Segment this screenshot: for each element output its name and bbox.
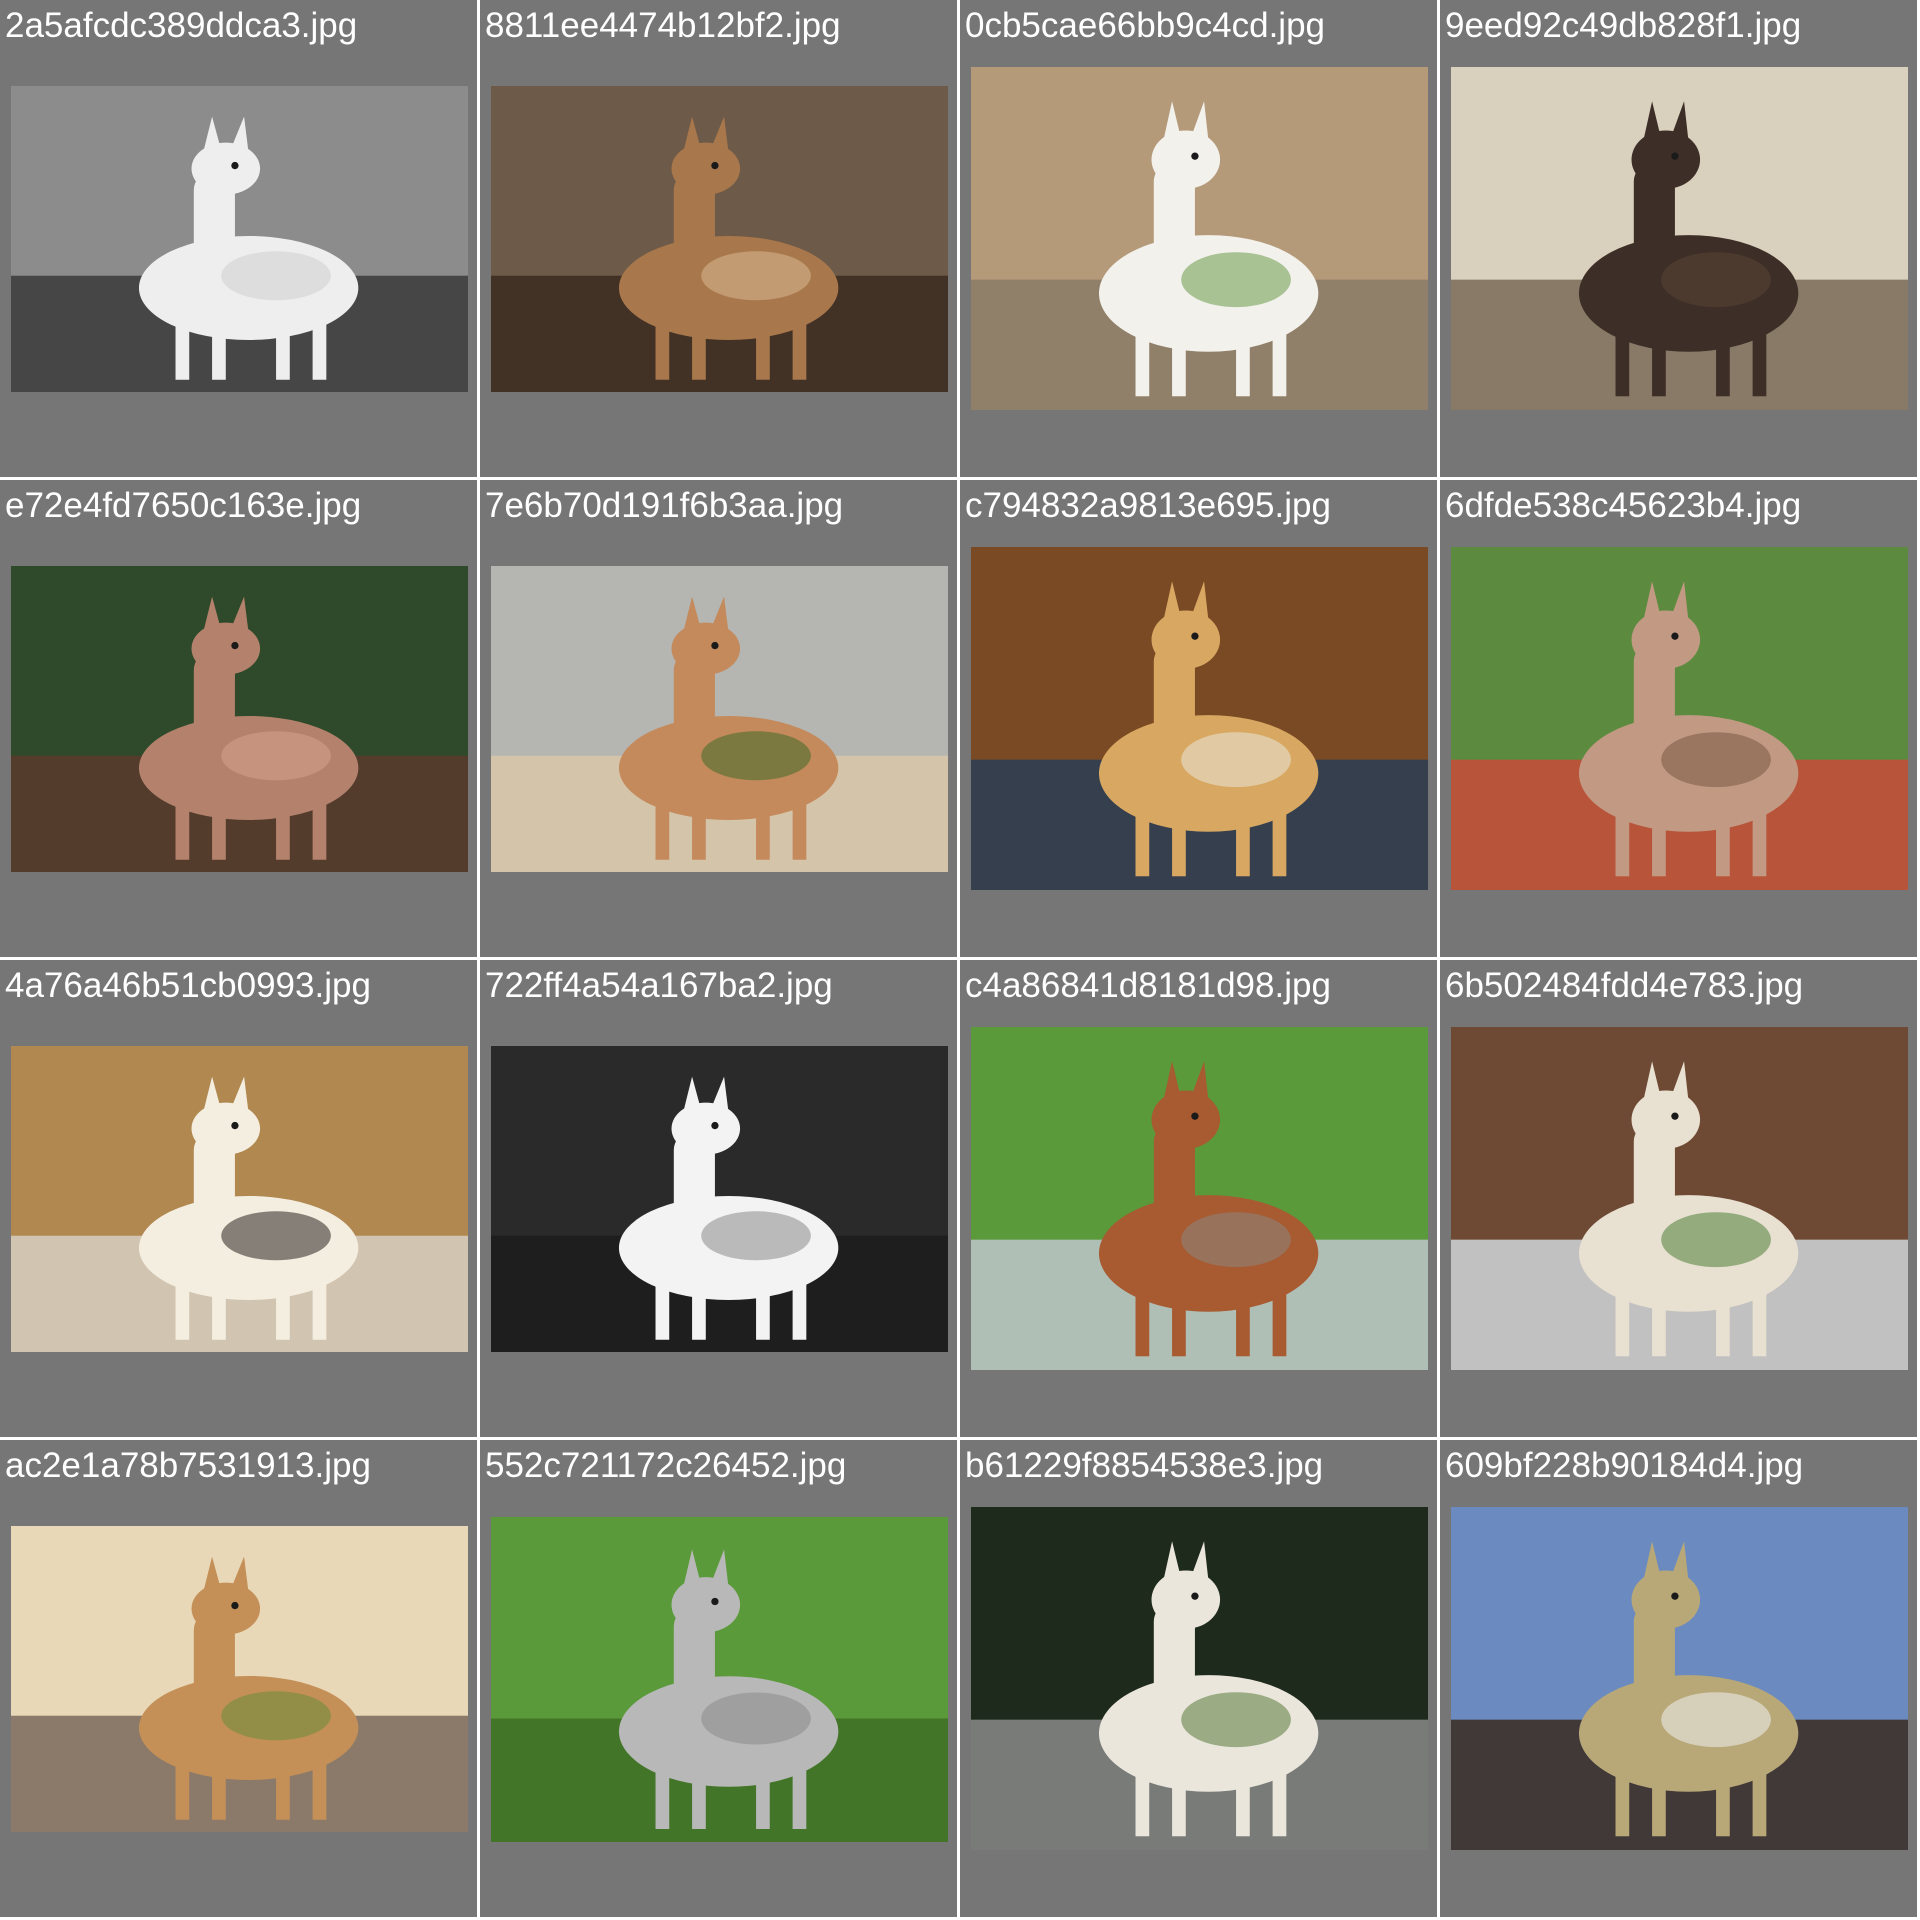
thumbnail-image[interactable] <box>11 1046 468 1352</box>
thumbnail-cell[interactable]: c4a86841d8181d98.jpg <box>960 960 1437 1437</box>
thumbnail-image[interactable] <box>491 86 948 392</box>
filename-label: e72e4fd7650c163e.jpg <box>5 486 362 525</box>
thumbnail-cell[interactable]: 6b502484fdd4e783.jpg <box>1440 960 1917 1437</box>
thumbnail-cell[interactable]: 7e6b70d191f6b3aa.jpg <box>480 480 957 957</box>
filename-label: 609bf228b90184d4.jpg <box>1445 1446 1804 1485</box>
thumbnail-image[interactable] <box>971 67 1428 410</box>
filename-label: b61229f8854538e3.jpg <box>965 1446 1324 1485</box>
thumbnail-cell[interactable]: 609bf228b90184d4.jpg <box>1440 1440 1917 1917</box>
filename-label: 2a5afcdc389ddca3.jpg <box>5 6 358 45</box>
thumbnail-cell[interactable]: 4a76a46b51cb0993.jpg <box>0 960 477 1437</box>
thumbnail-image[interactable] <box>11 86 468 392</box>
filename-label: ac2e1a78b7531913.jpg <box>5 1446 371 1485</box>
thumbnail-cell[interactable]: 2a5afcdc389ddca3.jpg <box>0 0 477 477</box>
thumbnail-image[interactable] <box>11 566 468 872</box>
thumbnail-image[interactable] <box>491 1517 948 1842</box>
thumbnail-image[interactable] <box>1451 547 1908 890</box>
thumbnail-cell[interactable]: 722ff4a54a167ba2.jpg <box>480 960 957 1437</box>
filename-label: 6b502484fdd4e783.jpg <box>1445 966 1804 1005</box>
thumbnail-cell[interactable]: b61229f8854538e3.jpg <box>960 1440 1437 1917</box>
thumbnail-image[interactable] <box>971 1507 1428 1850</box>
filename-label: 7e6b70d191f6b3aa.jpg <box>485 486 844 525</box>
thumbnail-cell[interactable]: 8811ee4474b12bf2.jpg <box>480 0 957 477</box>
thumbnail-cell[interactable]: 552c721172c26452.jpg <box>480 1440 957 1917</box>
thumbnail-cell[interactable]: 6dfde538c45623b4.jpg <box>1440 480 1917 957</box>
filename-label: c794832a9813e695.jpg <box>965 486 1331 525</box>
thumbnail-cell[interactable]: c794832a9813e695.jpg <box>960 480 1437 957</box>
filename-label: 9eed92c49db828f1.jpg <box>1445 6 1802 45</box>
thumbnail-image[interactable] <box>491 1046 948 1352</box>
thumbnail-image[interactable] <box>491 566 948 872</box>
thumbnail-cell[interactable]: e72e4fd7650c163e.jpg <box>0 480 477 957</box>
thumbnail-image[interactable] <box>11 1526 468 1832</box>
thumbnail-cell[interactable]: ac2e1a78b7531913.jpg <box>0 1440 477 1917</box>
thumbnail-image[interactable] <box>971 547 1428 890</box>
thumbnail-image[interactable] <box>971 1027 1428 1370</box>
thumbnail-image[interactable] <box>1451 1027 1908 1370</box>
filename-label: 0cb5cae66bb9c4cd.jpg <box>965 6 1326 45</box>
thumbnail-cell[interactable]: 0cb5cae66bb9c4cd.jpg <box>960 0 1437 477</box>
filename-label: c4a86841d8181d98.jpg <box>965 966 1331 1005</box>
thumbnail-cell[interactable]: 9eed92c49db828f1.jpg <box>1440 0 1917 477</box>
filename-label: 722ff4a54a167ba2.jpg <box>485 966 833 1005</box>
thumbnail-image[interactable] <box>1451 1507 1908 1850</box>
filename-label: 6dfde538c45623b4.jpg <box>1445 486 1802 525</box>
filename-label: 552c721172c26452.jpg <box>485 1446 847 1485</box>
filename-label: 8811ee4474b12bf2.jpg <box>485 6 841 45</box>
thumbnail-image[interactable] <box>1451 67 1908 410</box>
filename-label: 4a76a46b51cb0993.jpg <box>5 966 371 1005</box>
